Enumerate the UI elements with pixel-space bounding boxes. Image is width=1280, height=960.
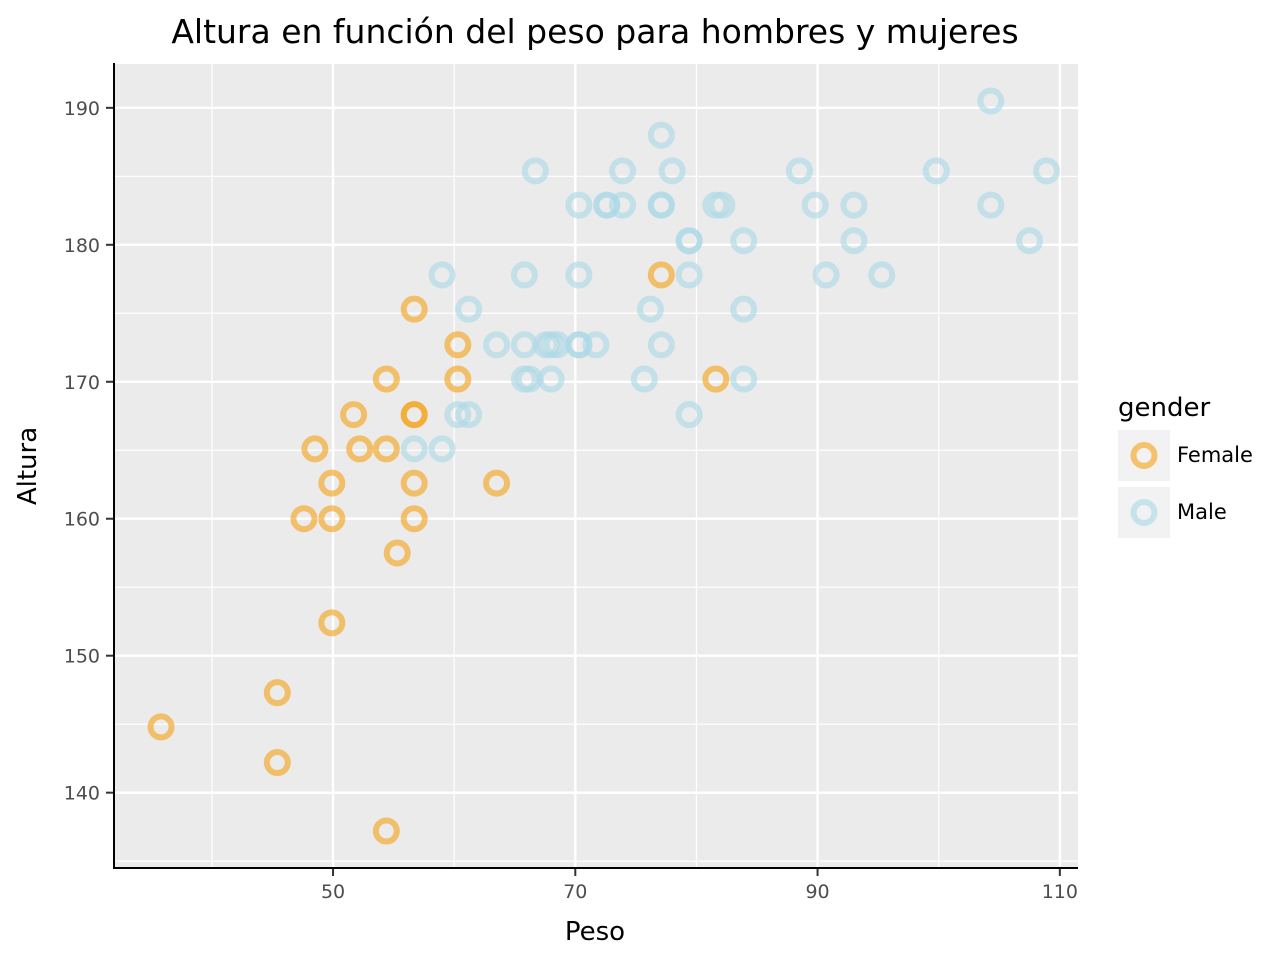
data-point-male <box>428 435 456 463</box>
data-point-female <box>318 469 346 497</box>
data-point-male <box>647 121 675 149</box>
legend-title: gender <box>1118 393 1210 423</box>
data-point-female <box>372 365 400 393</box>
data-point-male <box>565 331 593 359</box>
legend-label-female: Female <box>1177 443 1253 467</box>
data-point-female <box>372 435 400 463</box>
data-point-male <box>675 261 703 289</box>
y-tick-label: 140 <box>64 783 100 805</box>
data-point-male <box>1016 227 1044 255</box>
data-point-female <box>318 505 346 533</box>
data-point-male <box>483 331 511 359</box>
data-point-female <box>372 817 400 845</box>
data-point-female <box>340 401 368 429</box>
x-tick-label: 90 <box>805 881 829 903</box>
data-point-male <box>708 191 736 219</box>
data-point-male <box>510 261 538 289</box>
legend-key-female <box>1118 430 1170 481</box>
plot-panel <box>115 64 1078 868</box>
data-point-male <box>630 365 658 393</box>
data-point-male <box>593 191 621 219</box>
data-point-male <box>565 191 593 219</box>
data-point-male <box>582 331 610 359</box>
data-point-female <box>400 469 428 497</box>
data-point-male <box>977 87 1005 115</box>
data-point-male <box>636 295 664 323</box>
x-axis-ticks: 50 70 90 110 <box>321 869 1078 903</box>
data-point-male <box>840 191 868 219</box>
x-axis-title: Peso <box>565 917 625 947</box>
data-point-female <box>318 609 346 637</box>
data-point-female <box>702 365 730 393</box>
data-point-male <box>444 401 472 429</box>
data-point-female <box>400 401 428 429</box>
data-point-male <box>609 157 637 185</box>
data-point-male <box>730 365 758 393</box>
y-tick-label: 150 <box>64 646 100 668</box>
data-point-male <box>400 435 428 463</box>
data-point-male <box>428 261 456 289</box>
data-point-female <box>483 469 511 497</box>
y-tick-label: 160 <box>64 509 100 531</box>
chart-title: Altura en función del peso para hombres … <box>171 12 1018 51</box>
data-point-male <box>537 365 565 393</box>
data-point-female <box>444 365 472 393</box>
data-point-female <box>400 505 428 533</box>
y-axis-ticks: 140 150 160 170 180 190 <box>64 98 113 805</box>
y-axis-title: Altura <box>13 427 43 505</box>
data-point-male <box>922 157 950 185</box>
data-point-male <box>675 401 703 429</box>
legend: gender Female Male <box>1118 393 1253 538</box>
data-point-male <box>785 157 813 185</box>
data-point-male <box>730 295 758 323</box>
data-point-male <box>647 191 675 219</box>
data-point-male <box>455 295 483 323</box>
legend-symbol-female <box>1130 442 1158 469</box>
data-point-female <box>444 331 472 359</box>
legend-key-male <box>1118 487 1170 538</box>
data-point-female <box>383 539 411 567</box>
data-point-male <box>521 157 549 185</box>
legend-label-male: Male <box>1177 500 1227 524</box>
data-point-female <box>400 295 428 323</box>
data-point-male <box>658 157 686 185</box>
data-point-male <box>840 227 868 255</box>
x-tick-label: 50 <box>321 881 345 903</box>
minor-gridlines <box>115 64 1078 868</box>
data-point-male <box>977 191 1005 219</box>
data-point-female <box>290 505 318 533</box>
data-point-female <box>263 749 291 777</box>
data-point-female <box>346 435 374 463</box>
data-point-female <box>301 435 329 463</box>
data-point-male <box>565 261 593 289</box>
x-tick-label: 70 <box>563 881 587 903</box>
data-point-male <box>812 261 840 289</box>
data-point-female <box>147 713 175 741</box>
data-point-male <box>675 227 703 255</box>
data-point-male <box>647 331 675 359</box>
y-tick-label: 190 <box>64 98 100 120</box>
data-point-male <box>868 261 896 289</box>
y-tick-label: 180 <box>64 235 100 257</box>
data-point-male <box>1033 157 1061 185</box>
y-tick-label: 170 <box>64 372 100 394</box>
data-point-male <box>801 191 829 219</box>
data-points <box>147 87 1061 845</box>
legend-symbol-male <box>1130 499 1158 526</box>
data-point-male <box>455 401 483 429</box>
data-point-female <box>647 261 675 289</box>
x-tick-label: 110 <box>1042 881 1078 903</box>
data-point-male <box>609 191 637 219</box>
data-point-female <box>263 679 291 707</box>
data-point-male <box>730 227 758 255</box>
